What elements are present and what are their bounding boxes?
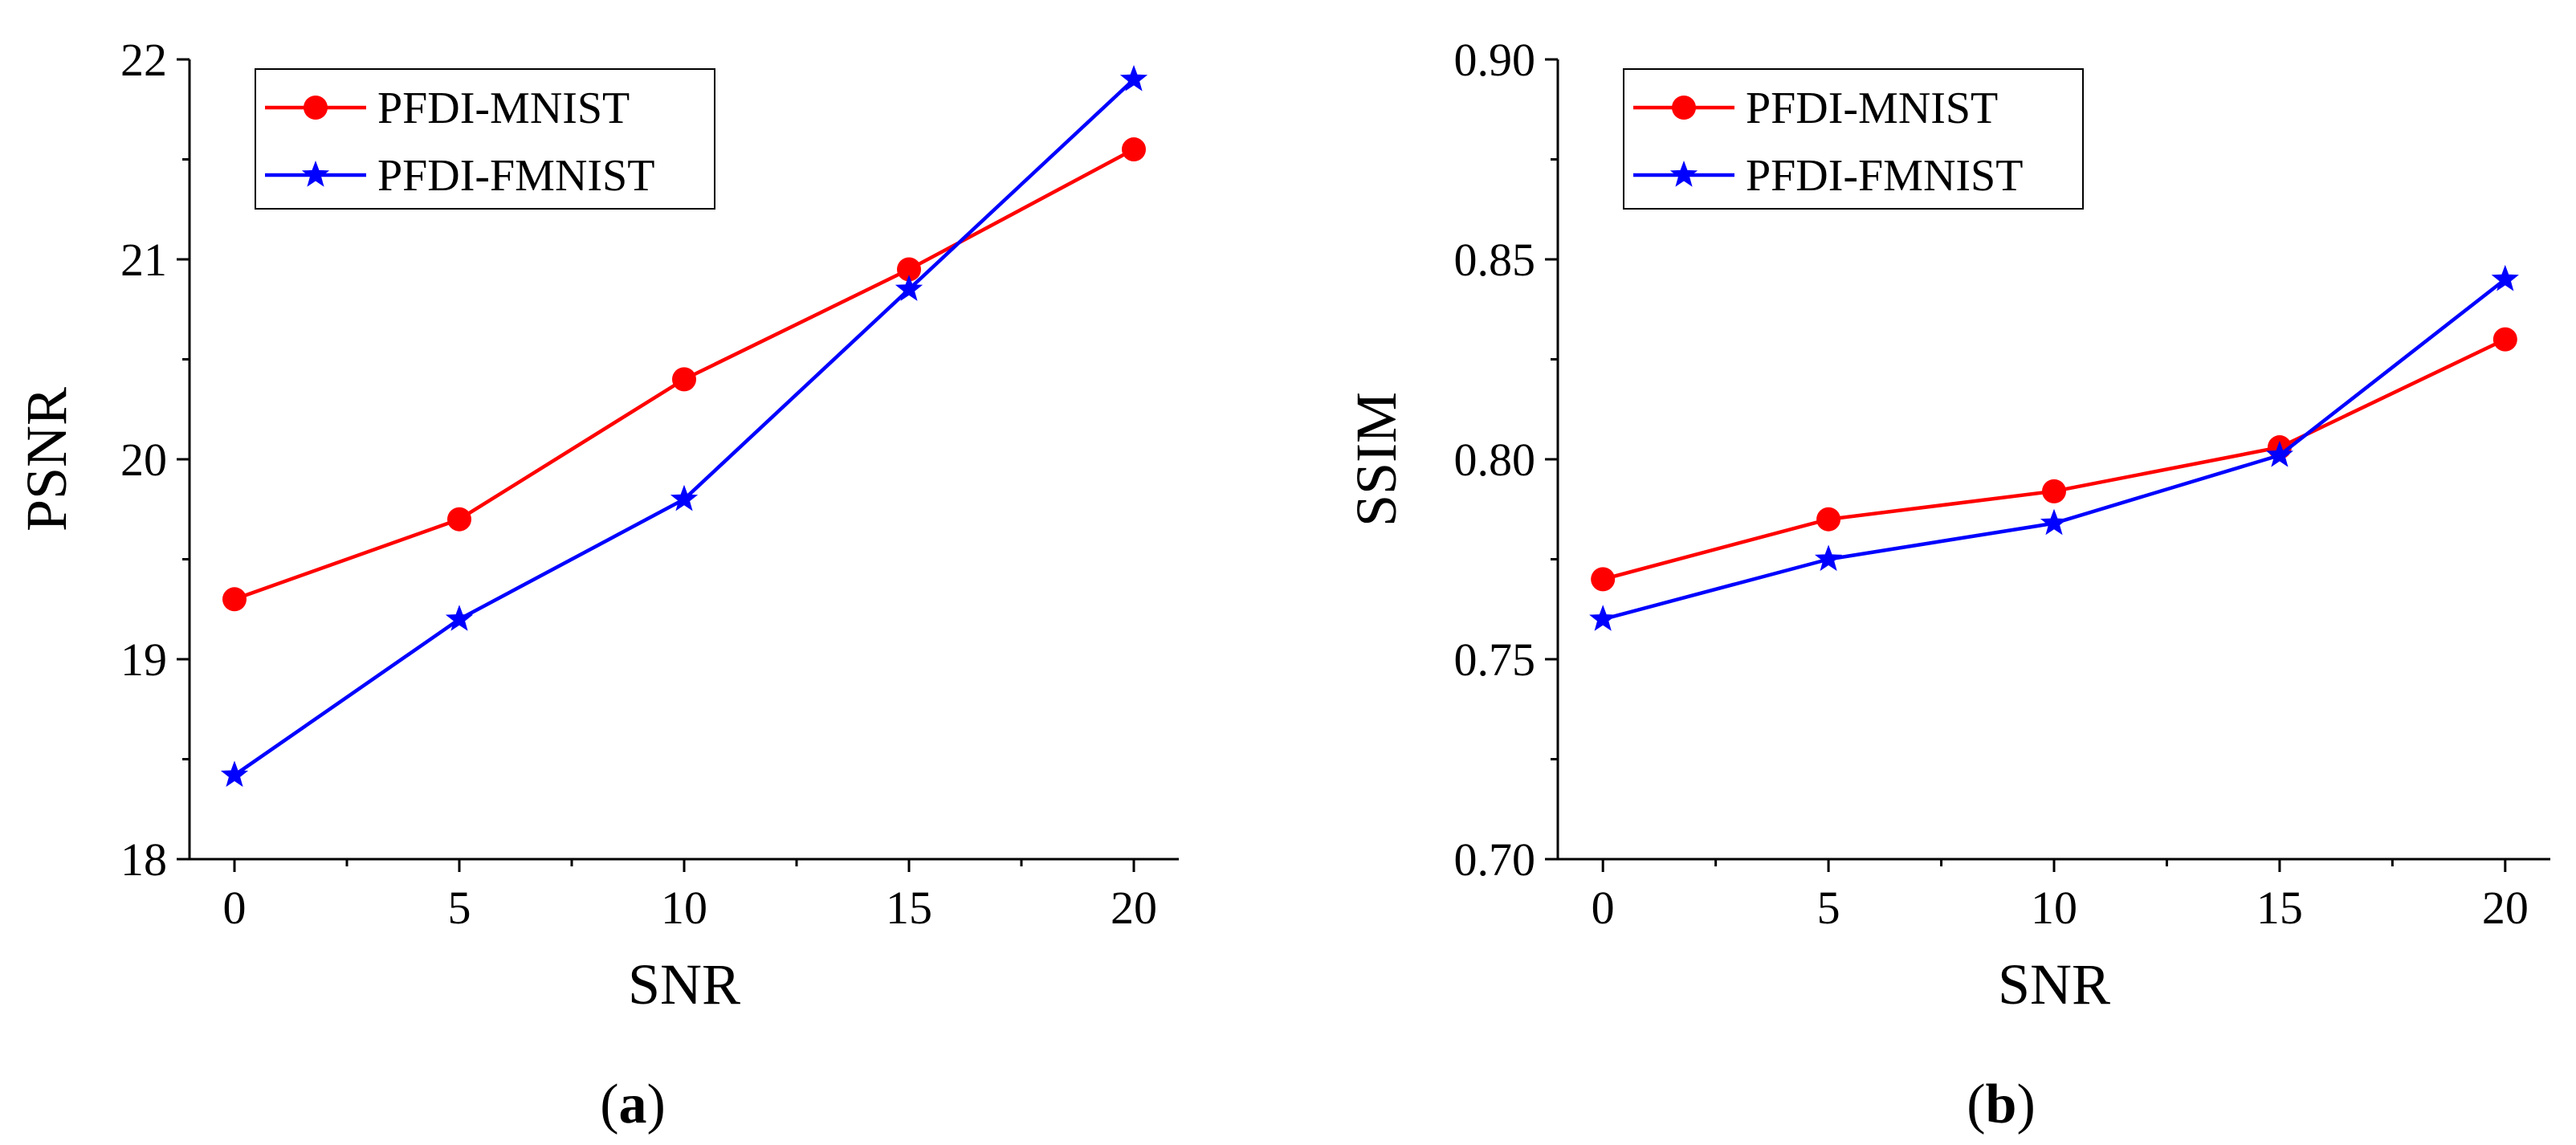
data-point-pfdi-fmnist [445,605,474,631]
data-point-pfdi-mnist [1122,137,1146,162]
x-tick-label: 20 [1111,882,1157,934]
x-tick-label: 10 [661,882,707,934]
data-point-pfdi-mnist [672,367,696,392]
legend-entry-label: PFDI-MNIST [377,84,630,133]
series-line-pfdi-fmnist [1602,278,2507,621]
x-tick-label: 15 [2256,882,2303,934]
data-point-pfdi-fmnist [1589,605,1617,631]
data-point-pfdi-fmnist [670,484,699,511]
y-tick-label: 0.85 [1454,234,1536,286]
legend-marker [304,96,328,120]
data-point-pfdi-fmnist [2040,508,2069,536]
data-point-pfdi-mnist [2042,479,2066,503]
legend-marker [1672,96,1696,120]
x-axis-title: SNR [1998,952,2110,1017]
data-point-pfdi-fmnist [1815,544,1843,572]
x-tick-label: 10 [2031,882,2077,934]
y-tick-label: 21 [120,234,167,286]
data-point-pfdi-mnist [222,587,247,612]
y-tick-label: 0.90 [1454,34,1536,86]
data-point-pfdi-fmnist [2265,441,2293,467]
legend-box [255,68,715,210]
x-axis-title: SNR [628,952,740,1017]
x-tick-label: 0 [223,882,247,934]
y-tick-label: 0.80 [1454,434,1536,486]
y-tick-label: 20 [120,434,167,486]
data-point-pfdi-fmnist [895,275,923,301]
legend: PFDI-MNIST PFDI-FMNIST [1623,68,2084,210]
y-tick-label: 19 [120,634,167,686]
x-tick-label: 15 [886,882,932,934]
legend-marker [1669,161,1698,187]
series-line-pfdi-mnist [1602,337,2506,581]
legend-entry-label: PFDI-FMNIST [1746,151,2023,201]
chart-panel-b: 0.70 0.75 0.80 0.85 0.90 0 5 10 15 20 SNR SSIM PFDI-… [1344,34,2550,1135]
x-tick-label: 0 [1592,882,1615,934]
data-point-pfdi-fmnist [2491,264,2519,291]
y-tick-label: 0.70 [1454,833,1536,886]
data-point-pfdi-fmnist [1119,64,1148,92]
y-tick-label: 18 [120,833,167,886]
x-tick-label: 20 [2482,882,2529,934]
data-point-pfdi-fmnist [220,760,249,787]
legend-entry-label: PFDI-FMNIST [377,151,654,201]
legend-entry-label: PFDI-MNIST [1746,84,1998,133]
x-tick-label: 5 [1817,882,1840,934]
y-tick-label: 0.75 [1454,634,1536,686]
y-tick-label: 22 [120,34,167,86]
legend: PFDI-MNIST PFDI-FMNIST [255,68,715,210]
data-point-pfdi-mnist [1816,507,1841,532]
legend-box [1623,68,2084,210]
panel-caption: (a) [600,1074,666,1135]
data-point-pfdi-mnist [2492,327,2517,352]
legend-marker [301,161,330,187]
data-point-pfdi-mnist [897,257,921,282]
panel-caption: (b) [1967,1074,2036,1135]
data-point-pfdi-mnist [1591,567,1616,592]
x-tick-label: 5 [448,882,471,934]
y-axis-title: PSNR [14,387,79,532]
y-axis-title: SSIM [1344,392,1408,527]
data-point-pfdi-mnist [447,507,471,532]
